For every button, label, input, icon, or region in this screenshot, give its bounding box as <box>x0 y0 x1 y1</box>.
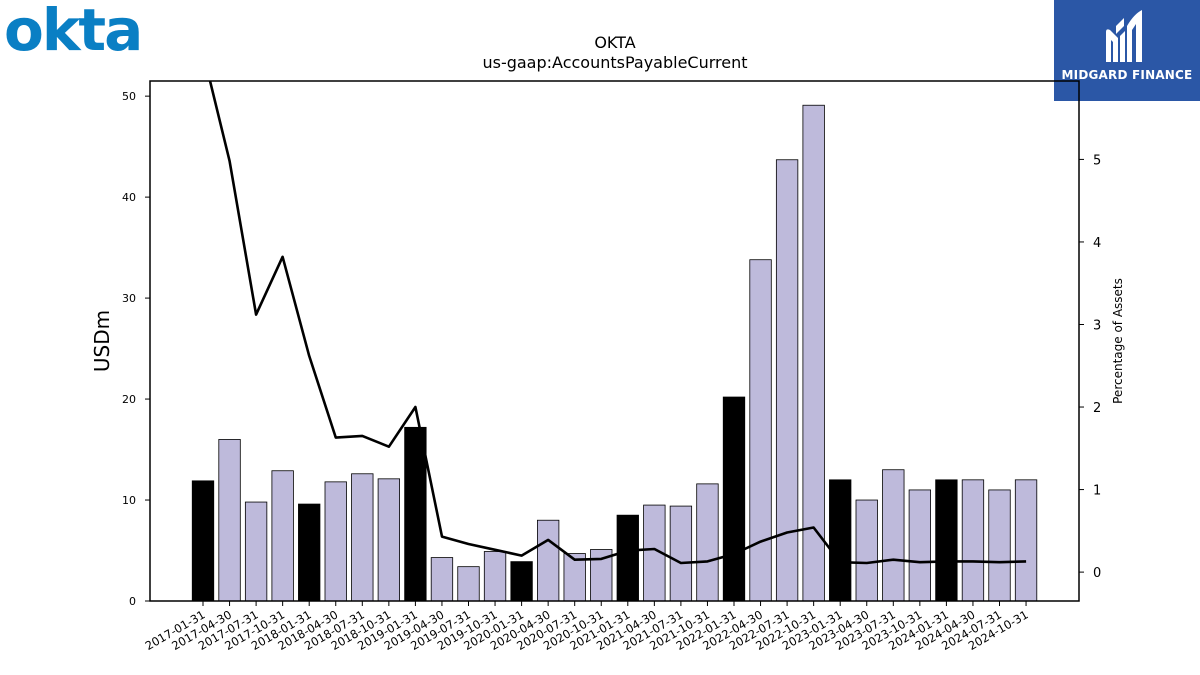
bar-2024-01-31 <box>935 479 958 602</box>
y2-axis: 0 1 2 3 4 5 <box>1079 153 1101 581</box>
plot-frame <box>149 80 1080 602</box>
y2-tick-label: 0 <box>1093 566 1101 581</box>
y2-axis-label: Percentage of Assets <box>1111 278 1125 404</box>
bar-2017-04-30 <box>218 439 241 602</box>
bar-2020-04-30 <box>537 519 560 602</box>
bar-2022-01-31 <box>722 396 746 602</box>
bars <box>191 104 1038 602</box>
x-axis: 2017-01-312017-04-302017-07-312017-10-31… <box>143 601 1031 653</box>
y-tick-label: 40 <box>122 191 136 204</box>
bar-2018-10-31 <box>377 478 401 602</box>
bar-2024-07-31 <box>988 489 1011 602</box>
y-tick-label: 30 <box>122 292 136 305</box>
bar-2019-07-31 <box>457 566 480 602</box>
chart-subtitle: us-gaap:AccountsPayableCurrent <box>482 53 747 72</box>
y-tick-label: 0 <box>129 595 136 608</box>
y-tick-label: 50 <box>122 90 136 103</box>
y-axis: 0 10 20 30 40 50 <box>122 90 150 608</box>
bar-2021-10-31 <box>696 483 719 602</box>
bar-2019-01-31 <box>404 426 427 602</box>
bar-2017-10-31 <box>271 470 294 602</box>
bar-2021-07-31 <box>669 505 693 602</box>
bar-2018-07-31 <box>351 473 374 602</box>
okta-logo-text: okta <box>4 2 141 58</box>
bar-2024-04-30 <box>961 479 985 602</box>
y2-tick-label: 3 <box>1093 318 1101 333</box>
midgard-finance-name: MIDGARD FINANCE <box>1061 68 1193 82</box>
bar-2023-04-30 <box>855 499 878 602</box>
percentage-of-assets-line <box>208 81 1027 565</box>
chart-title: OKTA <box>594 33 635 52</box>
bar-2019-10-31 <box>483 551 507 602</box>
y2-tick-label: 5 <box>1093 153 1101 168</box>
percentage-line <box>208 81 1027 565</box>
midgard-mark-icon <box>1106 10 1142 62</box>
bar-2019-04-30 <box>430 557 454 602</box>
bar-2017-07-31 <box>244 501 268 602</box>
y2-tick-label: 2 <box>1093 401 1101 416</box>
y2-tick-label: 1 <box>1093 484 1101 499</box>
bar-2018-04-30 <box>324 481 347 602</box>
bar-2023-01-31 <box>829 479 852 602</box>
bar-2023-10-31 <box>908 489 931 602</box>
bar-2018-01-31 <box>298 503 321 602</box>
okta-logo: okta <box>4 2 143 58</box>
y-axis-label: USDm <box>90 310 114 372</box>
y-tick-label: 20 <box>122 393 136 406</box>
bar-2023-07-31 <box>882 469 905 602</box>
bar-2021-01-31 <box>616 514 639 602</box>
bar-2017-01-31 <box>191 480 215 602</box>
bar-2024-10-31 <box>1014 479 1038 602</box>
y-tick-label: 10 <box>122 494 136 507</box>
bar-2022-04-30 <box>749 259 772 602</box>
bar-2020-01-31 <box>510 561 533 602</box>
y2-tick-label: 4 <box>1093 236 1101 251</box>
